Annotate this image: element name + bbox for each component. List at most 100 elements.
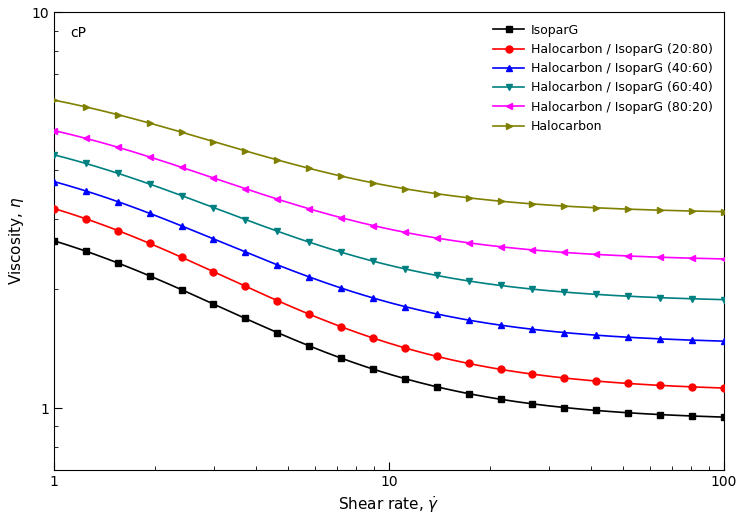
Halocarbon / IsoparG (60:40): [432, 272, 441, 279]
Halocarbon / IsoparG (80:20): [432, 235, 441, 241]
IsoparG: [560, 405, 569, 411]
Halocarbon / IsoparG (60:40): [719, 296, 728, 303]
IsoparG: [209, 301, 218, 307]
Halocarbon: [50, 97, 59, 103]
Halocarbon: [305, 165, 314, 172]
Halocarbon / IsoparG (60:40): [145, 181, 154, 187]
Line: Halocarbon / IsoparG (80:20): Halocarbon / IsoparG (80:20): [51, 127, 728, 263]
Halocarbon / IsoparG (80:20): [719, 256, 728, 262]
Line: Halocarbon: Halocarbon: [51, 97, 728, 215]
Halocarbon / IsoparG (60:40): [81, 160, 90, 167]
IsoparG: [623, 410, 632, 416]
IsoparG: [113, 260, 122, 266]
Halocarbon / IsoparG (20:80): [336, 324, 345, 330]
Line: Halocarbon / IsoparG (40:60): Halocarbon / IsoparG (40:60): [51, 178, 728, 345]
Halocarbon / IsoparG (40:60): [113, 198, 122, 205]
IsoparG: [432, 384, 441, 390]
Halocarbon: [209, 138, 218, 145]
Halocarbon / IsoparG (20:80): [368, 335, 377, 341]
Halocarbon / IsoparG (20:80): [528, 371, 537, 377]
Halocarbon / IsoparG (40:60): [336, 285, 345, 291]
Halocarbon: [719, 208, 728, 215]
IsoparG: [145, 273, 154, 279]
Halocarbon / IsoparG (80:20): [368, 222, 377, 229]
Halocarbon / IsoparG (40:60): [591, 332, 600, 338]
Halocarbon: [241, 148, 250, 154]
Line: Halocarbon / IsoparG (60:40): Halocarbon / IsoparG (60:40): [51, 151, 728, 303]
Halocarbon / IsoparG (80:20): [623, 253, 632, 259]
IsoparG: [591, 407, 600, 413]
IsoparG: [528, 401, 537, 407]
Halocarbon / IsoparG (40:60): [305, 274, 314, 280]
Halocarbon / IsoparG (20:80): [400, 345, 409, 351]
Halocarbon / IsoparG (60:40): [687, 295, 696, 302]
Halocarbon / IsoparG (60:40): [273, 228, 282, 234]
Halocarbon: [687, 208, 696, 214]
Halocarbon / IsoparG (60:40): [113, 170, 122, 176]
Halocarbon / IsoparG (80:20): [241, 186, 250, 192]
IsoparG: [50, 238, 59, 244]
Halocarbon / IsoparG (20:80): [655, 382, 664, 388]
IsoparG: [81, 248, 90, 254]
Halocarbon / IsoparG (40:60): [50, 179, 59, 185]
Halocarbon / IsoparG (40:60): [719, 338, 728, 345]
Halocarbon / IsoparG (60:40): [209, 205, 218, 211]
Halocarbon / IsoparG (20:80): [464, 360, 473, 366]
Halocarbon: [560, 203, 569, 209]
Y-axis label: Viscosity, $\eta$: Viscosity, $\eta$: [7, 197, 26, 285]
Halocarbon: [400, 186, 409, 192]
Halocarbon / IsoparG (40:60): [687, 337, 696, 343]
Halocarbon: [336, 173, 345, 179]
IsoparG: [496, 396, 505, 402]
Halocarbon: [273, 157, 282, 163]
Halocarbon / IsoparG (60:40): [241, 217, 250, 223]
Halocarbon / IsoparG (40:60): [560, 329, 569, 336]
Halocarbon / IsoparG (80:20): [560, 250, 569, 256]
Halocarbon: [368, 180, 377, 186]
Halocarbon / IsoparG (80:20): [273, 196, 282, 202]
Halocarbon / IsoparG (20:80): [432, 353, 441, 360]
Halocarbon / IsoparG (40:60): [241, 249, 250, 255]
Halocarbon / IsoparG (40:60): [655, 336, 664, 342]
Halocarbon / IsoparG (20:80): [591, 378, 600, 384]
Halocarbon / IsoparG (20:80): [719, 385, 728, 391]
Halocarbon / IsoparG (20:80): [241, 283, 250, 289]
Halocarbon: [591, 205, 600, 211]
Halocarbon / IsoparG (20:80): [50, 205, 59, 211]
Halocarbon / IsoparG (60:40): [50, 152, 59, 158]
Halocarbon / IsoparG (80:20): [336, 215, 345, 221]
Halocarbon / IsoparG (40:60): [496, 322, 505, 328]
Halocarbon: [177, 129, 186, 135]
Halocarbon / IsoparG (80:20): [50, 127, 59, 134]
Halocarbon / IsoparG (80:20): [528, 247, 537, 253]
Halocarbon / IsoparG (20:80): [145, 240, 154, 246]
Halocarbon: [655, 207, 664, 213]
Halocarbon / IsoparG (80:20): [81, 135, 90, 141]
Halocarbon / IsoparG (60:40): [496, 282, 505, 289]
Halocarbon / IsoparG (20:80): [209, 268, 218, 275]
Line: IsoparG: IsoparG: [51, 238, 728, 421]
X-axis label: Shear rate, $\dot{\gamma}$: Shear rate, $\dot{\gamma}$: [339, 494, 440, 515]
Halocarbon: [464, 195, 473, 201]
IsoparG: [687, 413, 696, 419]
IsoparG: [400, 375, 409, 382]
Line: Halocarbon / IsoparG (20:80): Halocarbon / IsoparG (20:80): [51, 205, 728, 392]
Halocarbon / IsoparG (40:60): [400, 303, 409, 310]
Halocarbon / IsoparG (40:60): [432, 311, 441, 317]
Halocarbon / IsoparG (20:80): [305, 311, 314, 317]
Halocarbon / IsoparG (40:60): [81, 188, 90, 194]
Halocarbon / IsoparG (20:80): [496, 366, 505, 373]
Legend: IsoparG, Halocarbon / IsoparG (20:80), Halocarbon / IsoparG (40:60), Halocarbon : IsoparG, Halocarbon / IsoparG (20:80), H…: [488, 19, 718, 138]
Halocarbon: [113, 112, 122, 118]
Halocarbon / IsoparG (60:40): [400, 266, 409, 272]
Halocarbon / IsoparG (40:60): [464, 317, 473, 323]
Halocarbon / IsoparG (80:20): [464, 240, 473, 246]
Halocarbon / IsoparG (80:20): [591, 251, 600, 257]
Halocarbon / IsoparG (80:20): [496, 244, 505, 250]
Halocarbon / IsoparG (80:20): [177, 164, 186, 171]
Halocarbon / IsoparG (40:60): [623, 334, 632, 340]
Halocarbon / IsoparG (80:20): [113, 144, 122, 150]
Halocarbon: [623, 206, 632, 212]
IsoparG: [719, 414, 728, 420]
Halocarbon / IsoparG (60:40): [623, 293, 632, 299]
